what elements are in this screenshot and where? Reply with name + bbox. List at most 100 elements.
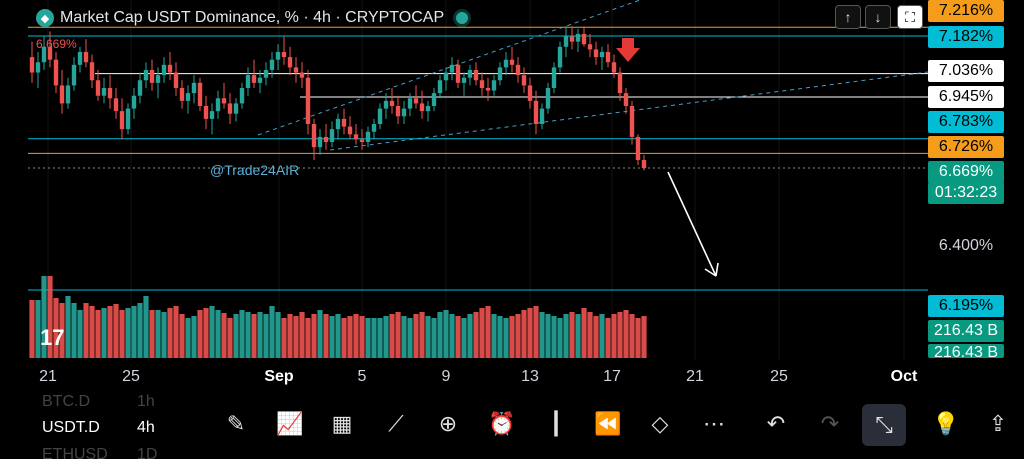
volume-bar bbox=[431, 318, 437, 358]
projection-arrow-head bbox=[704, 262, 719, 277]
candle-body bbox=[449, 64, 455, 73]
trend-line-icon[interactable]: ⟋ bbox=[388, 411, 404, 436]
candle-body bbox=[407, 98, 413, 109]
candle-body bbox=[173, 72, 179, 88]
candle-body bbox=[473, 69, 479, 81]
x-tick: 13 bbox=[521, 368, 539, 385]
volume-bar bbox=[335, 314, 341, 358]
candle-body bbox=[599, 51, 605, 58]
volume-bar bbox=[509, 316, 515, 358]
candle-body bbox=[35, 62, 41, 73]
candle-body bbox=[275, 51, 281, 60]
candle-style-icon[interactable]: ┃ bbox=[549, 411, 563, 436]
volume-bar bbox=[101, 308, 107, 358]
volume-bar bbox=[305, 318, 311, 358]
undo-icon[interactable]: ↶ bbox=[766, 411, 786, 436]
candle-body bbox=[641, 160, 647, 169]
volume-bar bbox=[473, 312, 479, 358]
fullscreen-button[interactable]: ⛶ bbox=[897, 5, 923, 29]
volume-bar bbox=[617, 312, 623, 358]
candle-body bbox=[197, 82, 203, 107]
arrow-up-icon: ↑ bbox=[844, 9, 852, 25]
watchlist-symbol[interactable]: BTC.D bbox=[42, 393, 90, 407]
scroll-down-button[interactable]: ↓ bbox=[865, 5, 891, 29]
volume-bar bbox=[605, 318, 611, 358]
volume-bar bbox=[461, 318, 467, 358]
candle-body bbox=[71, 64, 77, 86]
candle-body bbox=[371, 124, 377, 132]
volume-bar bbox=[539, 312, 545, 358]
tradingview-logo-icon: 17 bbox=[40, 325, 64, 350]
chart-header[interactable]: ◆ Market Cap USDT Dominance, % · 4h · CR… bbox=[36, 7, 469, 29]
candle-body bbox=[527, 85, 533, 101]
idea-bulb-icon[interactable]: 💡 bbox=[932, 411, 960, 436]
volume-bar bbox=[563, 314, 569, 358]
watchlist-symbol[interactable]: ETHUSD bbox=[42, 446, 108, 459]
alert-clock-icon[interactable]: ⏰ bbox=[488, 411, 516, 436]
chart-title: Market Cap USDT Dominance, % · 4h · CRYP… bbox=[60, 9, 445, 26]
candle-body bbox=[515, 64, 521, 76]
watchlist-interval-active[interactable]: 4h bbox=[137, 419, 155, 436]
more-icon[interactable]: ⋯ bbox=[703, 411, 725, 436]
candle-body bbox=[65, 85, 71, 104]
volume-bar bbox=[425, 316, 431, 358]
volume-bar bbox=[221, 313, 227, 358]
volume-bar bbox=[641, 316, 647, 358]
candle-body bbox=[533, 100, 539, 125]
replay-icon[interactable]: ⏪ bbox=[594, 411, 622, 436]
price-label-6783: 6.783% bbox=[928, 111, 1004, 133]
candle-body bbox=[545, 87, 551, 109]
volume-bar bbox=[593, 316, 599, 358]
volume-bar bbox=[443, 310, 449, 358]
candle-body bbox=[191, 82, 197, 94]
candle-body bbox=[461, 77, 467, 83]
scroll-up-button[interactable]: ↑ bbox=[835, 5, 861, 29]
watchlist-symbol-active[interactable]: USDT.D bbox=[42, 419, 100, 436]
volume-bar bbox=[77, 310, 83, 358]
redo-icon[interactable]: ↷ bbox=[820, 411, 840, 436]
x-tick: 5 bbox=[357, 368, 367, 385]
volume-bar bbox=[389, 314, 395, 358]
layout-grid-icon[interactable]: ▦ bbox=[331, 411, 353, 436]
candle-body bbox=[521, 75, 527, 86]
candle-body bbox=[329, 129, 335, 143]
candle-body bbox=[413, 98, 419, 104]
volume-label: 216.43 B bbox=[928, 320, 1004, 342]
volume-bar bbox=[251, 314, 257, 358]
candle-body bbox=[479, 80, 485, 88]
price-label-current: 6.669% bbox=[928, 161, 1004, 183]
price-label-7216: 7.216% bbox=[928, 0, 1004, 22]
share-icon[interactable]: ⇪ bbox=[988, 411, 1008, 436]
price-chart[interactable]: 17 bbox=[0, 0, 1024, 390]
volume-bar bbox=[215, 310, 221, 358]
watchlist-interval[interactable]: 1D bbox=[137, 446, 158, 459]
indicators-icon[interactable]: 📈 bbox=[276, 411, 304, 436]
volume-bar bbox=[227, 318, 233, 358]
add-circle-icon[interactable]: ⊕ bbox=[438, 411, 458, 436]
draw-brush-icon[interactable]: ✎ bbox=[226, 411, 246, 436]
bottom-toolbar bbox=[0, 390, 1024, 459]
candle-body bbox=[83, 51, 89, 63]
volume-bar bbox=[497, 316, 503, 358]
candle-body bbox=[77, 51, 83, 65]
x-tick: 25 bbox=[770, 368, 788, 385]
volume-bar bbox=[65, 296, 71, 358]
candle-body bbox=[467, 69, 473, 78]
candle-body bbox=[29, 57, 35, 73]
layers-icon[interactable]: ◇ bbox=[651, 411, 669, 436]
volume-bar bbox=[587, 312, 593, 358]
candle-body bbox=[167, 64, 173, 73]
fullscreen-icon: ⛶ bbox=[905, 8, 915, 25]
volume-bar bbox=[269, 306, 275, 358]
collapse-icon[interactable]: ⤡ bbox=[862, 404, 906, 446]
watchlist-interval[interactable]: 1h bbox=[137, 393, 155, 407]
volume-bar bbox=[209, 306, 215, 358]
volume-bar bbox=[293, 316, 299, 358]
candle-body bbox=[95, 80, 101, 96]
sell-marker-arrow bbox=[616, 38, 640, 62]
candle-body bbox=[359, 139, 365, 143]
volume-bar bbox=[197, 310, 203, 358]
candle-body bbox=[263, 69, 269, 78]
candle-body bbox=[209, 111, 215, 119]
